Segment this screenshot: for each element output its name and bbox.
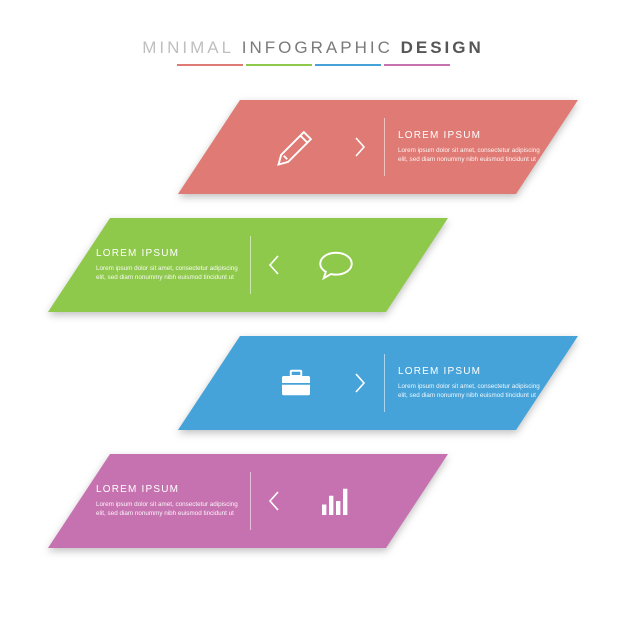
speech-icon — [306, 218, 366, 312]
ribbon-step-3: LOREM IPSUM Lorem ipsum dolor sit amet, … — [48, 336, 578, 430]
underline-seg-4 — [384, 64, 450, 66]
text-block-3: LOREM IPSUM Lorem ipsum dolor sit amet, … — [398, 336, 540, 430]
text-block-1: LOREM IPSUM Lorem ipsum dolor sit amet, … — [398, 100, 540, 194]
divider-4 — [250, 472, 251, 530]
pencil-icon — [266, 100, 326, 194]
title-word-3: DESIGN — [401, 38, 484, 57]
ribbon-body-2: Lorem ipsum dolor sit amet, consectetur … — [96, 264, 238, 282]
title-word-2: INFOGRAPHIC — [242, 38, 393, 57]
ribbon-title-1: LOREM IPSUM — [398, 130, 481, 141]
ribbon-step-1: LOREM IPSUM Lorem ipsum dolor sit amet, … — [48, 100, 578, 194]
divider-3 — [384, 354, 385, 412]
ribbon-title-3: LOREM IPSUM — [398, 366, 481, 377]
ribbon-body-4: Lorem ipsum dolor sit amet, consectetur … — [96, 500, 238, 518]
bars-icon — [306, 454, 366, 548]
chevron-left-icon — [262, 218, 286, 312]
ribbon-body-1: Lorem ipsum dolor sit amet, consectetur … — [398, 146, 540, 164]
divider-1 — [384, 118, 385, 176]
chevron-right-icon-2 — [348, 336, 372, 430]
ribbon-title-4: LOREM IPSUM — [96, 484, 179, 495]
briefcase-icon — [266, 336, 326, 430]
underline-seg-1 — [177, 64, 243, 66]
underline-seg-3 — [315, 64, 381, 66]
ribbon-step-2: LOREM IPSUM Lorem ipsum dolor sit amet, … — [48, 218, 578, 312]
infographic-stage: LOREM IPSUM Lorem ipsum dolor sit amet, … — [48, 100, 578, 570]
ribbon-step-4: LOREM IPSUM Lorem ipsum dolor sit amet, … — [48, 454, 578, 548]
chevron-right-icon — [348, 100, 372, 194]
text-block-4: LOREM IPSUM Lorem ipsum dolor sit amet, … — [96, 454, 238, 548]
ribbon-title-2: LOREM IPSUM — [96, 248, 179, 259]
divider-2 — [250, 236, 251, 294]
chevron-left-icon-2 — [262, 454, 286, 548]
ribbon-body-3: Lorem ipsum dolor sit amet, consectetur … — [398, 382, 540, 400]
text-block-2: LOREM IPSUM Lorem ipsum dolor sit amet, … — [96, 218, 238, 312]
underline-seg-2 — [246, 64, 312, 66]
title-underline — [0, 64, 626, 66]
title-word-1: MINIMAL — [142, 38, 234, 57]
page-header: MINIMAL INFOGRAPHIC DESIGN — [0, 38, 626, 66]
page-title: MINIMAL INFOGRAPHIC DESIGN — [0, 38, 626, 58]
